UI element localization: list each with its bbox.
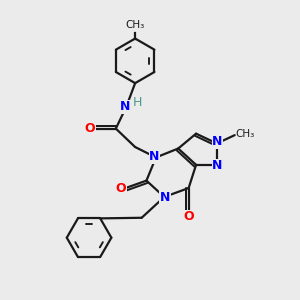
Text: N: N	[119, 100, 130, 113]
Text: H: H	[133, 96, 142, 109]
Text: N: N	[149, 150, 160, 163]
Text: CH₃: CH₃	[125, 20, 145, 30]
Text: O: O	[115, 182, 126, 194]
Text: N: N	[212, 159, 223, 172]
Text: N: N	[160, 191, 170, 204]
Text: O: O	[183, 210, 194, 224]
Text: N: N	[212, 136, 223, 148]
Text: O: O	[84, 122, 95, 135]
Text: CH₃: CH₃	[235, 129, 255, 139]
